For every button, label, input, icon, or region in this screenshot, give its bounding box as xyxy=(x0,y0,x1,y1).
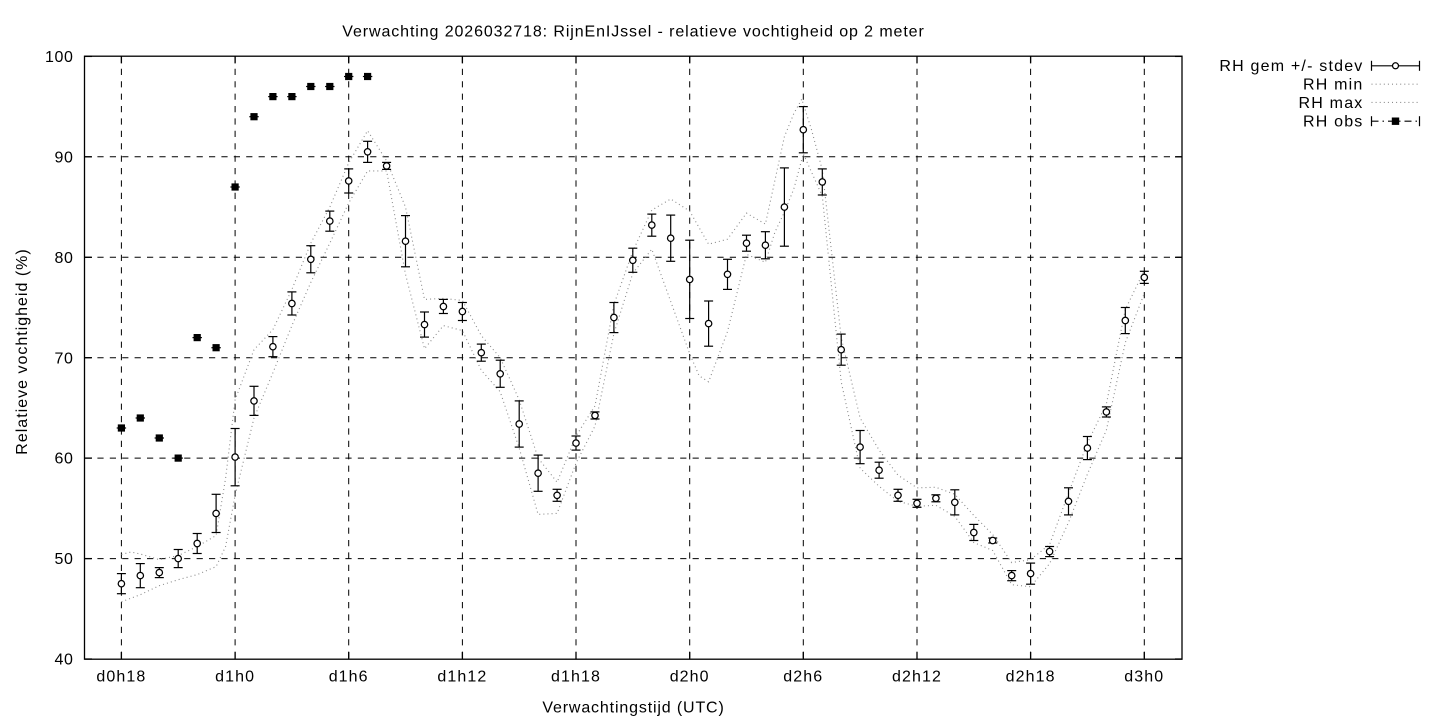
svg-text:RH min: RH min xyxy=(1303,77,1364,94)
svg-text:d1h18: d1h18 xyxy=(551,669,601,686)
svg-text:d0h18: d0h18 xyxy=(96,669,146,686)
svg-text:80: 80 xyxy=(55,250,74,267)
svg-text:d2h6: d2h6 xyxy=(783,669,823,686)
svg-text:Verwachting 2026032718: RijnEn: Verwachting 2026032718: RijnEnIJssel - r… xyxy=(342,24,924,41)
svg-text:50: 50 xyxy=(55,551,74,568)
svg-text:d2h18: d2h18 xyxy=(1006,669,1056,686)
svg-text:Relatieve vochtigheid (%): Relatieve vochtigheid (%) xyxy=(14,248,31,454)
svg-text:d2h12: d2h12 xyxy=(892,669,942,686)
svg-text:d1h12: d1h12 xyxy=(437,669,487,686)
svg-text:RH obs: RH obs xyxy=(1303,114,1364,131)
svg-text:100: 100 xyxy=(45,49,74,66)
svg-text:90: 90 xyxy=(55,149,74,166)
svg-text:60: 60 xyxy=(55,451,74,468)
svg-text:d3h0: d3h0 xyxy=(1124,669,1164,686)
svg-text:40: 40 xyxy=(55,652,74,669)
svg-text:d1h0: d1h0 xyxy=(215,669,255,686)
svg-text:d2h0: d2h0 xyxy=(670,669,710,686)
svg-text:Verwachtingstijd (UTC): Verwachtingstijd (UTC) xyxy=(542,700,724,717)
svg-text:70: 70 xyxy=(55,350,74,367)
svg-text:RH max: RH max xyxy=(1299,95,1364,112)
svg-text:RH gem +/- stdev: RH gem +/- stdev xyxy=(1219,58,1363,75)
svg-text:d1h6: d1h6 xyxy=(329,669,369,686)
